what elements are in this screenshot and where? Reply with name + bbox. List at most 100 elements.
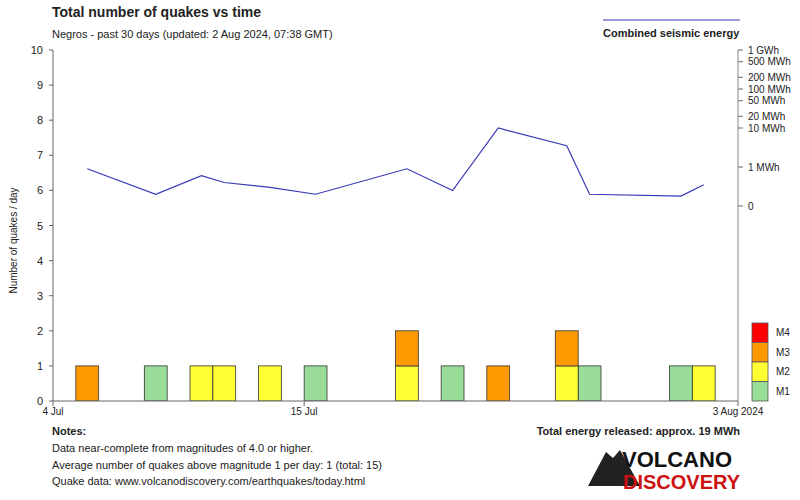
y-tick-label: 10 — [31, 44, 43, 56]
legend-label: M3 — [776, 347, 790, 358]
bar-segment — [578, 365, 601, 366]
note: Quake data: www.volcanodiscovery.com/ear… — [52, 475, 365, 487]
legend-line-swatch — [603, 19, 740, 20]
y2-tick-label: 1 MWh — [748, 162, 780, 173]
legend-swatch — [752, 343, 768, 363]
y-tick — [49, 401, 53, 402]
bar-segment — [487, 365, 510, 366]
bar-segment — [555, 366, 578, 401]
bar-segment — [670, 365, 693, 366]
bar-segment — [259, 366, 282, 401]
y2-tick-label: 0 — [748, 201, 754, 212]
y-tick-label: 4 — [37, 255, 43, 267]
bar-segment — [692, 365, 715, 366]
bar-segment — [396, 331, 419, 366]
bar-segment — [555, 330, 578, 331]
bar-segment — [578, 366, 601, 401]
note: Average number of quakes above magnitude… — [52, 459, 382, 471]
y-tick — [49, 260, 53, 261]
y2-tick — [738, 100, 743, 101]
plot-area — [76, 128, 715, 401]
legend-label: M4 — [776, 327, 790, 338]
y-tick-label: 8 — [37, 114, 43, 126]
bar-segment — [259, 365, 282, 366]
bar-segment — [396, 366, 419, 401]
y2-tick-label: 200 MWh — [748, 72, 791, 83]
background — [0, 0, 800, 500]
chart: Total number of quakes vs time Negros - p… — [0, 0, 800, 500]
legend-swatch — [752, 382, 768, 402]
y-tick — [49, 190, 53, 191]
y2-tick — [738, 50, 743, 51]
bar-segment — [304, 365, 327, 366]
bar-segment — [441, 366, 464, 401]
note: Data near-complete from magnitudes of 4.… — [52, 442, 313, 454]
bar-segment — [441, 365, 464, 366]
bar-segment — [304, 365, 327, 366]
bar-segment — [76, 365, 99, 366]
y-tick — [49, 85, 53, 86]
annotation: Total energy released: approx. 19 MWh — [537, 425, 741, 437]
x-tick-label: 15 Jul — [291, 406, 318, 417]
bar-segment — [213, 366, 236, 401]
y2-tick-label: 50 MWh — [748, 95, 785, 106]
legend-swatch — [752, 362, 768, 382]
bar-segment — [692, 366, 715, 401]
bar-segment — [487, 366, 510, 401]
title: Total number of quakes vs time — [52, 4, 261, 20]
legend-label: M1 — [776, 386, 790, 397]
legend-line-label: Combined seismic energy — [603, 27, 740, 39]
bar-segment — [670, 366, 693, 401]
bar-segment — [144, 365, 167, 366]
y2-tick — [738, 167, 743, 168]
y-tick-label: 1 — [37, 360, 43, 372]
bar-segment — [213, 365, 236, 366]
y-tick — [49, 120, 53, 121]
y2-tick — [738, 128, 743, 129]
y2-tick — [738, 116, 743, 117]
bar-segment — [396, 330, 419, 331]
bar-segment — [144, 365, 167, 366]
bar-segment — [144, 366, 167, 401]
y-tick-label: 3 — [37, 290, 43, 302]
bar-segment — [76, 366, 99, 401]
x-axis-line — [53, 401, 738, 402]
x-tick-label: 3 Aug 2024 — [713, 406, 764, 417]
y2-tick — [738, 77, 743, 78]
y2-tick-label: 20 MWh — [748, 111, 785, 122]
subtitle: Negros - past 30 days (updated: 2 Aug 20… — [52, 28, 333, 40]
y-tick-label: 6 — [37, 184, 43, 196]
logo-text: DISCOVERY — [623, 471, 741, 493]
bar-segment — [555, 331, 578, 366]
y-tick — [49, 155, 53, 156]
bar-segment — [144, 365, 167, 366]
y2-tick-label: 1 GWh — [748, 45, 779, 56]
bar-segment — [692, 365, 715, 366]
y2-tick — [738, 89, 743, 90]
y2-tick-label: 10 MWh — [748, 123, 785, 134]
y-tick — [49, 330, 53, 331]
y2-tick — [738, 61, 743, 62]
energy-line — [87, 128, 704, 196]
bar-segment — [441, 365, 464, 366]
bar-segment — [304, 365, 327, 366]
bar-segment — [190, 366, 213, 401]
bar-segment — [190, 365, 213, 366]
bar-segment — [259, 365, 282, 366]
logo-text: VOLCANO — [622, 447, 732, 472]
y2-tick — [738, 206, 743, 207]
bar-segment — [190, 365, 213, 366]
bar-segment — [304, 366, 327, 401]
y-tick — [49, 365, 53, 366]
y-tick — [49, 295, 53, 296]
x-tick-label: 4 Jul — [42, 406, 63, 417]
bar-segment — [578, 365, 601, 366]
y-axis-line — [53, 50, 54, 401]
y-tick — [49, 225, 53, 226]
y-axis-label: Number of quakes / day — [8, 187, 19, 293]
bar-segment — [578, 365, 601, 366]
y-tick-label: 2 — [37, 325, 43, 337]
y-tick-label: 7 — [37, 149, 43, 161]
bar-segment — [213, 365, 236, 366]
bar-segment — [670, 365, 693, 366]
